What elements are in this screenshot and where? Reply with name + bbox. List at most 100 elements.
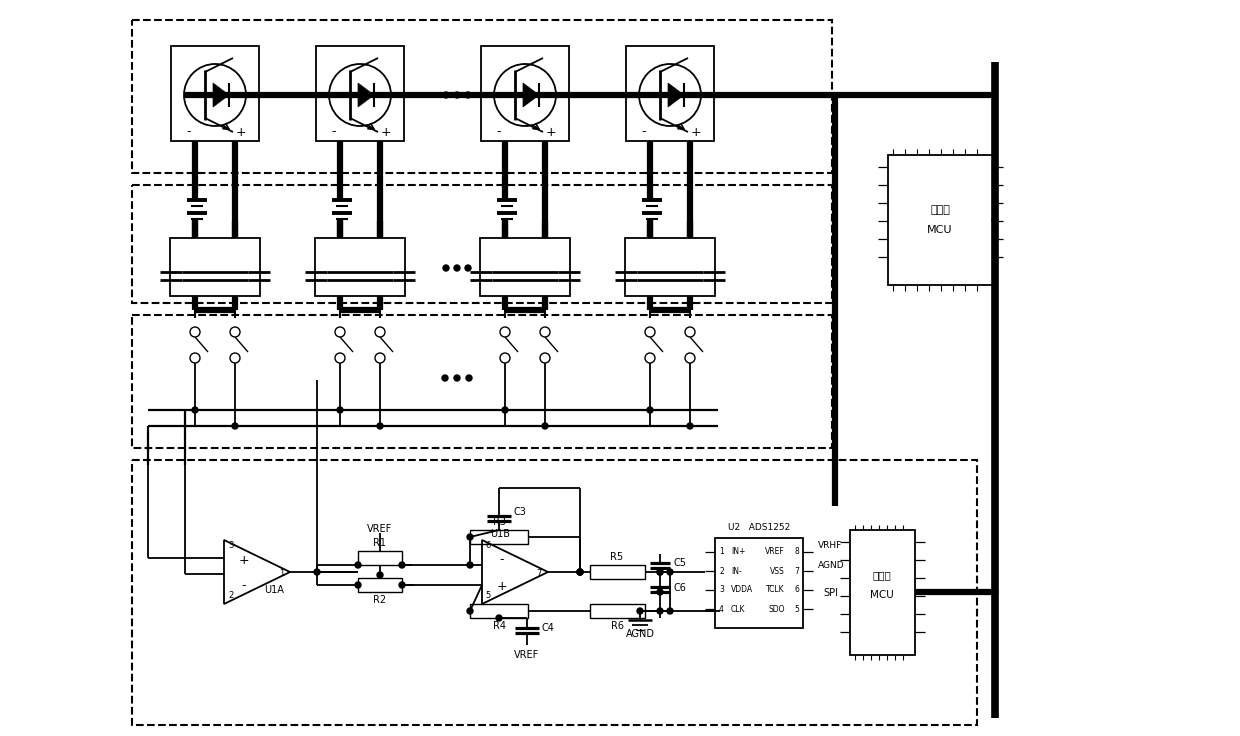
Text: 单片机: 单片机 (873, 570, 892, 580)
Text: VSS: VSS (770, 567, 785, 576)
Circle shape (465, 265, 471, 271)
Bar (316, 46, 404, 141)
Circle shape (337, 407, 343, 413)
Circle shape (399, 582, 405, 588)
Bar (715, 538, 804, 628)
Text: C4: C4 (542, 623, 554, 633)
Text: 5: 5 (794, 604, 799, 614)
Circle shape (657, 589, 663, 595)
Text: 3: 3 (719, 586, 724, 595)
Circle shape (441, 375, 448, 381)
Text: TCLK: TCLK (766, 586, 785, 595)
Text: C6: C6 (673, 583, 686, 593)
Text: AGND: AGND (625, 629, 655, 639)
Text: R6: R6 (610, 621, 624, 631)
Bar (626, 46, 714, 141)
Polygon shape (668, 83, 684, 107)
Text: MCU: MCU (870, 590, 894, 600)
Text: 6: 6 (794, 586, 799, 595)
Bar (358, 578, 402, 592)
Text: MCU: MCU (928, 225, 952, 235)
Circle shape (992, 217, 998, 223)
Text: -: - (642, 126, 646, 138)
Bar (131, 315, 832, 448)
Circle shape (657, 608, 663, 614)
Text: VDDA: VDDA (732, 586, 753, 595)
Bar (315, 238, 405, 296)
Bar (358, 551, 402, 565)
Circle shape (467, 562, 472, 568)
Text: -: - (242, 579, 247, 592)
Bar (170, 238, 260, 296)
Bar (888, 155, 993, 285)
Text: VREF: VREF (765, 548, 785, 556)
Text: VREF: VREF (515, 650, 539, 660)
Circle shape (355, 582, 361, 588)
Text: U2   ADS1252: U2 ADS1252 (728, 523, 790, 533)
Text: 1: 1 (279, 570, 284, 578)
Text: IN+: IN+ (732, 548, 745, 556)
Text: SDO: SDO (769, 604, 785, 614)
Text: C5: C5 (673, 558, 686, 568)
Bar (131, 20, 832, 173)
Text: +: + (497, 579, 507, 592)
Circle shape (992, 589, 998, 595)
Text: +: + (691, 126, 702, 138)
Circle shape (192, 407, 198, 413)
Text: VREF: VREF (367, 524, 393, 534)
Circle shape (667, 569, 673, 575)
Bar (590, 604, 645, 618)
Text: R1: R1 (373, 538, 387, 548)
Text: R2: R2 (373, 595, 387, 605)
Bar (625, 238, 715, 296)
Text: VRHF: VRHF (818, 542, 842, 551)
Circle shape (377, 423, 383, 429)
Text: 1: 1 (719, 548, 724, 556)
Text: SPI: SPI (823, 588, 838, 598)
Text: 2: 2 (228, 592, 233, 601)
Text: R3: R3 (492, 517, 506, 527)
Circle shape (399, 562, 405, 568)
Circle shape (465, 92, 471, 98)
Bar (131, 460, 977, 725)
Circle shape (454, 375, 460, 381)
Circle shape (466, 375, 472, 381)
Bar (849, 530, 915, 655)
Polygon shape (213, 83, 229, 107)
Text: -: - (332, 126, 336, 138)
Text: 8: 8 (795, 548, 799, 556)
Bar (131, 185, 832, 303)
Text: -: - (500, 553, 505, 567)
Text: 2: 2 (719, 567, 724, 576)
Text: U1B: U1B (490, 529, 510, 539)
Text: 7: 7 (537, 570, 542, 578)
Text: +: + (236, 126, 247, 138)
Text: +: + (238, 553, 249, 567)
Circle shape (355, 562, 361, 568)
Circle shape (454, 92, 460, 98)
Circle shape (454, 265, 460, 271)
Text: 5: 5 (485, 592, 490, 601)
Text: +: + (381, 126, 392, 138)
Text: C3: C3 (515, 507, 527, 517)
Bar (590, 565, 645, 579)
Text: R4: R4 (492, 621, 506, 631)
Circle shape (637, 608, 644, 614)
Circle shape (647, 407, 653, 413)
Circle shape (577, 569, 583, 575)
Circle shape (667, 608, 673, 614)
Polygon shape (523, 83, 539, 107)
Polygon shape (358, 83, 374, 107)
Circle shape (314, 569, 320, 575)
Bar (480, 238, 570, 296)
Text: 7: 7 (794, 567, 799, 576)
Circle shape (577, 569, 583, 575)
Text: 单片机: 单片机 (930, 205, 950, 215)
Text: IN-: IN- (732, 567, 742, 576)
Bar (470, 604, 528, 618)
Circle shape (577, 569, 583, 575)
Text: -: - (497, 126, 501, 138)
Circle shape (657, 569, 663, 575)
Text: 3: 3 (228, 542, 233, 551)
Text: +: + (546, 126, 557, 138)
